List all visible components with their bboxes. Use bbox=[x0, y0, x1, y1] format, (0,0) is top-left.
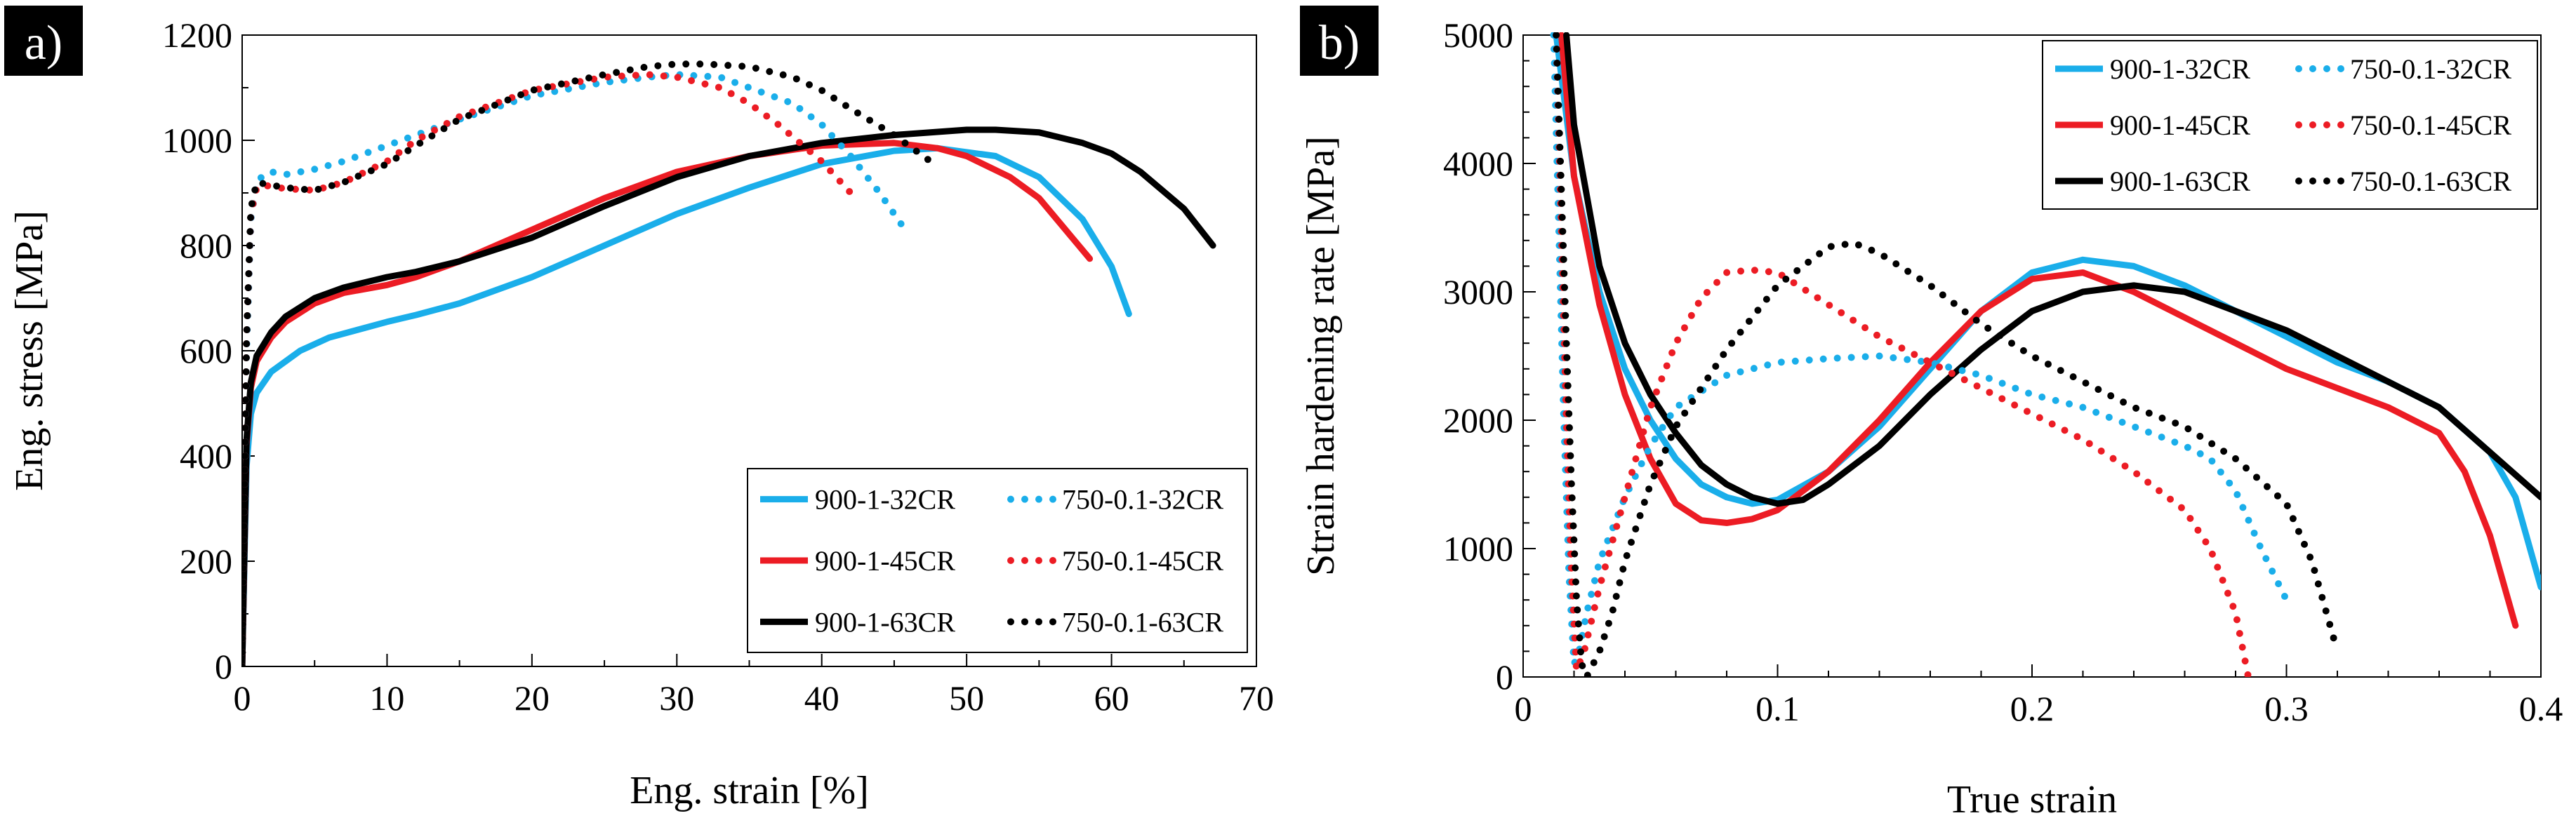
legend-box bbox=[2042, 40, 2538, 210]
x-tick-label: 0.4 bbox=[2519, 689, 2563, 728]
panel-a-stress-strain: 0 10 20 30 40 50 60 70 0 200 400 600 800 1000 1200 Eng.… bbox=[4, 6, 1274, 812]
y-tick-label: 1200 bbox=[162, 15, 232, 55]
y-axis-title: Eng. stress [MPa] bbox=[8, 210, 51, 491]
legend-label: 900-1-32CR bbox=[2110, 53, 2250, 85]
x-axis-title: True strain bbox=[1947, 778, 2117, 821]
x-tick-label: 10 bbox=[369, 678, 404, 718]
x-tick-label: 0 bbox=[234, 678, 251, 718]
y-tick-label: 0 bbox=[215, 647, 232, 686]
x-tick-label: 70 bbox=[1239, 678, 1274, 718]
x-tick-label: 40 bbox=[804, 678, 839, 718]
legend-label: 750-0.1-32CR bbox=[1062, 484, 1223, 516]
y-tick-label: 400 bbox=[180, 436, 232, 476]
series-line-750-0.1-63CR bbox=[242, 60, 941, 666]
x-tick-label: 20 bbox=[514, 678, 550, 718]
series-line-750-0.1-45CR bbox=[1553, 32, 2252, 677]
series-line-900-1-32CR bbox=[242, 145, 1132, 666]
series-line-900-1-63CR bbox=[242, 126, 1216, 666]
y-tick-label: 3000 bbox=[1443, 272, 1513, 311]
y-tick-label: 800 bbox=[180, 226, 232, 265]
x-tick-label: 0 bbox=[1515, 689, 1532, 728]
x-tick-label: 50 bbox=[949, 678, 984, 718]
y-tick-label: 600 bbox=[180, 331, 232, 370]
y-tick-label: 5000 bbox=[1443, 15, 1513, 55]
legend-label: 750-0.1-45CR bbox=[2350, 109, 2511, 141]
y-tick-label: 4000 bbox=[1443, 144, 1513, 183]
series-line-750-0.1-63CR bbox=[1553, 32, 2341, 677]
legend-label: 900-1-45CR bbox=[2110, 109, 2250, 141]
series-group bbox=[242, 60, 1216, 666]
series-line-900-1-63CR bbox=[1563, 32, 2541, 507]
legend-label: 750-0.1-32CR bbox=[2350, 53, 2511, 85]
y-tick-label: 1000 bbox=[162, 121, 232, 160]
panel-label: a) bbox=[25, 16, 62, 70]
panel-label-box bbox=[4, 6, 83, 76]
y-tick-label: 200 bbox=[180, 542, 232, 581]
x-tick-label: 0.2 bbox=[2010, 689, 2054, 728]
legend-label: 750-0.1-45CR bbox=[1062, 545, 1223, 577]
x-tick-label: 0.3 bbox=[2264, 689, 2309, 728]
series-line-900-1-45CR bbox=[1558, 32, 2519, 629]
y-axis-title: Strain hardening rate [MPa] bbox=[1299, 136, 1343, 576]
legend-label: 750-0.1-63CR bbox=[1062, 606, 1223, 638]
x-tick-label: 30 bbox=[659, 678, 694, 718]
panel-label-box bbox=[1300, 6, 1379, 76]
series-group bbox=[1550, 32, 2541, 677]
y-tick-label: 2000 bbox=[1443, 401, 1513, 440]
legend-label: 900-1-63CR bbox=[815, 606, 955, 638]
legend-box bbox=[747, 468, 1248, 653]
legend-label: 750-0.1-63CR bbox=[2350, 166, 2511, 197]
panel-b-strain-hardening: 0 0.1 0.2 0.3 0.4 0 1000 2000 3000 4000 5000 True s… bbox=[1299, 6, 2563, 821]
legend-label: 900-1-63CR bbox=[2110, 166, 2250, 197]
y-tick-label: 1000 bbox=[1443, 529, 1513, 568]
x-tick-label: 0.1 bbox=[1755, 689, 1800, 728]
y-tick-label: 0 bbox=[1496, 657, 1513, 697]
legend-label: 900-1-32CR bbox=[815, 484, 955, 516]
x-tick-label: 60 bbox=[1094, 678, 1129, 718]
legend-label: 900-1-45CR bbox=[815, 545, 955, 577]
panel-label: b) bbox=[1319, 16, 1360, 70]
x-axis-title: Eng. strain [%] bbox=[630, 769, 869, 812]
